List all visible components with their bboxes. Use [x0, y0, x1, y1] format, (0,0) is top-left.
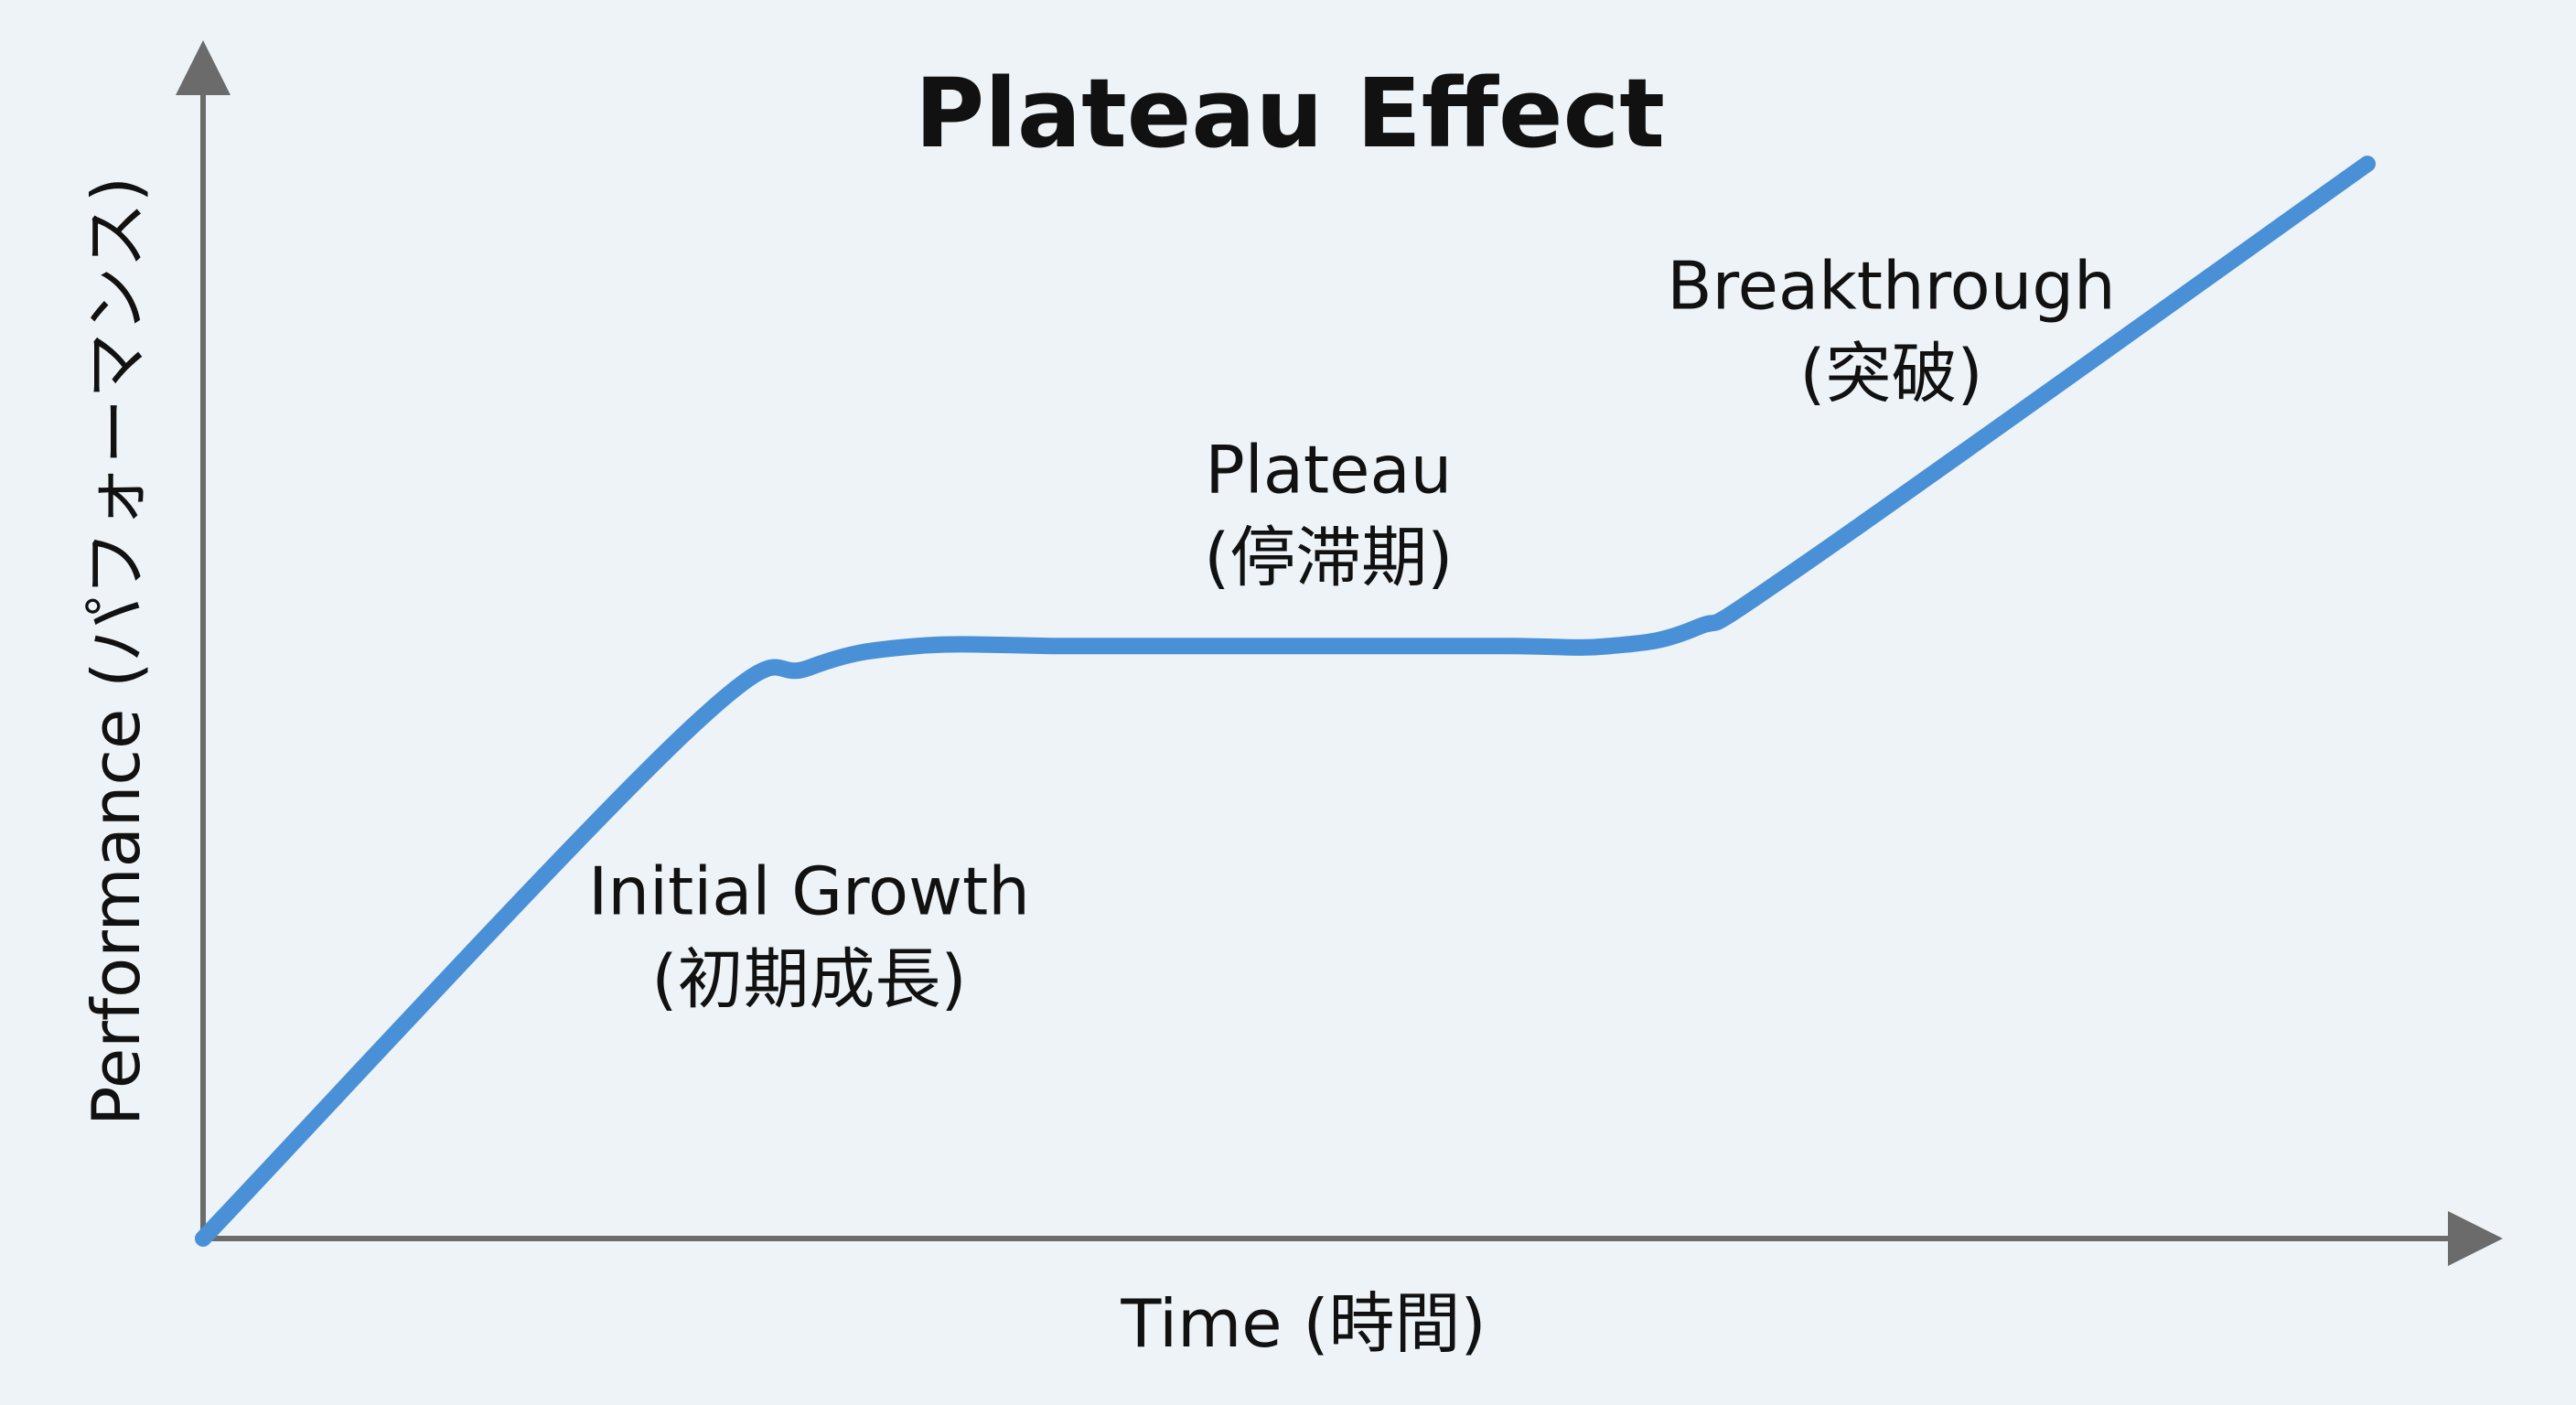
y-axis-arrowhead [176, 40, 231, 95]
annotation-breakthrough-line-0: Breakthrough [1667, 247, 2115, 324]
chart-title: Plateau Effect [915, 58, 1665, 169]
annotation-plateau-line-0: Plateau [1205, 431, 1452, 508]
annotation-breakthrough: Breakthrough (突破) [1667, 247, 2115, 412]
annotation-initial: Initial Growth (初期成長) [588, 853, 1030, 1017]
annotation-initial-line-1: (初期成長) [651, 940, 966, 1017]
annotation-breakthrough-line-1: (突破) [1799, 335, 1982, 412]
x-axis-arrowhead [2448, 1211, 2503, 1266]
annotation-plateau-line-1: (停滞期) [1204, 519, 1453, 595]
annotation-plateau: Plateau (停滞期) [1204, 431, 1453, 595]
annotation-initial-line-0: Initial Growth [588, 853, 1030, 929]
annotations-group: Initial Growth (初期成長) Plateau (停滞期) Breakthr… [588, 247, 2116, 1017]
performance-series-line [195, 156, 2376, 1247]
x-axis-label: Time (時間) [1120, 1285, 1486, 1362]
y-axis-label: Performance (パフォーマンス) [78, 177, 155, 1126]
